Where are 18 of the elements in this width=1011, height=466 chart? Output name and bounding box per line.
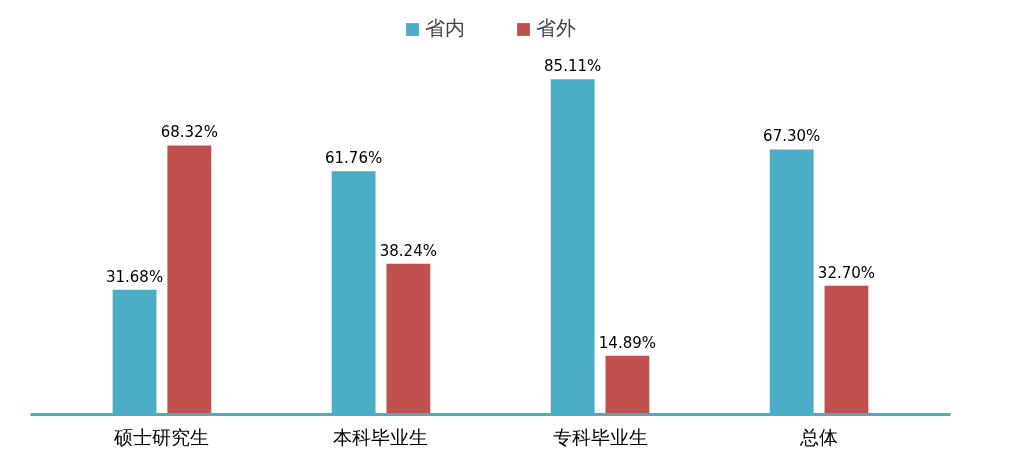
- legend-label: 省外: [536, 15, 576, 42]
- data-label: 67.30%: [763, 127, 821, 146]
- x-tick-label: 硕士研究生: [113, 425, 210, 448]
- x-tick-label: 专科毕业生: [552, 425, 648, 448]
- legend-label: 省内: [425, 15, 465, 42]
- data-label: 31.68%: [105, 267, 164, 286]
- bar: [824, 285, 869, 415]
- x-tick-label: 总体: [799, 425, 839, 448]
- bar: [605, 355, 650, 415]
- bar: [167, 145, 212, 415]
- x-tick-label: 本科毕业生: [333, 425, 429, 448]
- bar: [386, 263, 431, 415]
- data-label: 38.24%: [379, 241, 437, 260]
- data-label: 32.70%: [817, 263, 876, 282]
- data-label: 61.76%: [325, 149, 383, 168]
- data-label: 85.11%: [544, 57, 602, 76]
- data-label: 68.32%: [160, 123, 218, 142]
- data-label: 14.89%: [598, 333, 657, 352]
